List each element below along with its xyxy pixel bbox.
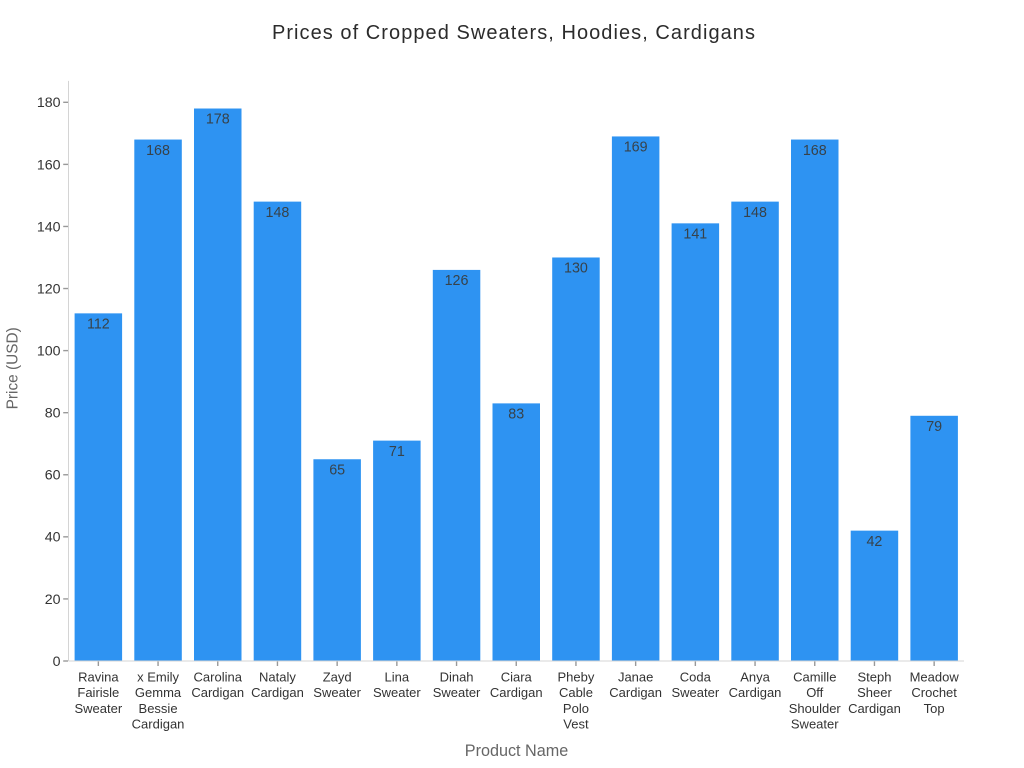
svg-text:178: 178 bbox=[206, 112, 230, 128]
svg-text:83: 83 bbox=[508, 407, 524, 423]
svg-text:148: 148 bbox=[266, 205, 290, 221]
svg-text:Product Name: Product Name bbox=[465, 742, 568, 760]
svg-text:140: 140 bbox=[37, 219, 61, 235]
svg-text:160: 160 bbox=[37, 157, 61, 173]
svg-text:168: 168 bbox=[146, 143, 170, 159]
svg-text:42: 42 bbox=[866, 534, 882, 550]
svg-text:112: 112 bbox=[87, 317, 110, 333]
svg-text:Prices of Cropped Sweaters, Ho: Prices of Cropped Sweaters, Hoodies, Car… bbox=[272, 22, 756, 44]
svg-text:130: 130 bbox=[564, 261, 588, 277]
svg-text:80: 80 bbox=[45, 406, 61, 422]
svg-text:79: 79 bbox=[926, 419, 942, 435]
svg-text:169: 169 bbox=[624, 140, 648, 156]
svg-text:168: 168 bbox=[803, 143, 827, 159]
svg-text:60: 60 bbox=[45, 468, 61, 484]
svg-text:141: 141 bbox=[683, 227, 707, 243]
svg-text:180: 180 bbox=[37, 95, 61, 111]
svg-text:100: 100 bbox=[37, 344, 61, 360]
svg-text:71: 71 bbox=[389, 444, 405, 460]
svg-text:120: 120 bbox=[37, 281, 61, 297]
svg-text:126: 126 bbox=[445, 273, 469, 289]
svg-text:40: 40 bbox=[45, 530, 61, 546]
svg-text:148: 148 bbox=[743, 205, 767, 221]
svg-text:Price (USD): Price (USD) bbox=[5, 327, 22, 409]
svg-text:0: 0 bbox=[53, 654, 61, 670]
svg-text:65: 65 bbox=[329, 462, 345, 478]
svg-text:20: 20 bbox=[45, 592, 61, 608]
